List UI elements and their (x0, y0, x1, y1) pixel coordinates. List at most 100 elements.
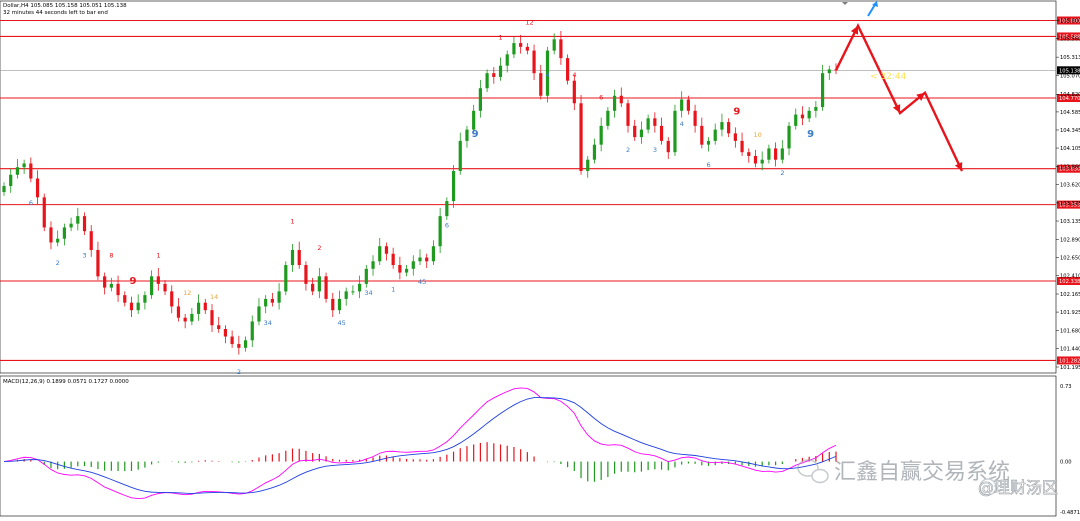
candle-body (431, 246, 436, 262)
candle-body (391, 253, 395, 266)
candle-body (29, 163, 33, 179)
candle-body (183, 317, 187, 322)
candle-body (438, 216, 442, 247)
macd-axis-label: 0.00 (1060, 460, 1072, 466)
price-tick-label: 105.070 (1060, 73, 1080, 79)
candle-body (411, 261, 415, 269)
td-count-label: 2 (317, 244, 321, 252)
candle-body (230, 336, 234, 345)
candle-body (331, 298, 335, 311)
td-count-label: 2 (56, 259, 60, 267)
candle-body (827, 69, 831, 74)
macd-axis-label: 0.73 (1060, 384, 1072, 390)
td-count-label: 2 (626, 146, 630, 154)
candle-body (680, 99, 684, 111)
td-count-label: 6 (29, 199, 33, 207)
candle-body (599, 125, 603, 145)
candle-body (116, 283, 120, 296)
candle-body (324, 276, 328, 299)
candle-body (794, 114, 798, 126)
candle-body (237, 344, 241, 348)
weibo-icon (979, 478, 997, 496)
candle-body (297, 249, 301, 266)
candle-body (56, 238, 60, 243)
candle-body (498, 65, 503, 77)
candle-body (109, 283, 113, 288)
candle-body (606, 110, 610, 126)
candle-body (639, 129, 644, 138)
candle-body (633, 125, 637, 138)
level-label-box (1057, 356, 1080, 365)
macd-axis-label: -0.4871 (1060, 510, 1080, 516)
candle-body (364, 268, 368, 284)
price-tick-label: 105.800 (1060, 19, 1080, 25)
candle-body (740, 140, 744, 153)
candle-body (317, 276, 321, 292)
candle-body (223, 329, 228, 337)
level-label-box (1057, 200, 1080, 209)
candle-body (713, 129, 717, 141)
td-count-label: 2 (237, 368, 241, 376)
td-count-label: 1 (291, 218, 295, 226)
candle-body (673, 110, 677, 153)
td-count-label: 10 (753, 131, 761, 139)
candles-group (2, 31, 838, 355)
candle-body (727, 122, 731, 134)
candle-body (15, 167, 20, 175)
macd-pane[interactable] (0, 375, 1057, 517)
candle-body (566, 58, 570, 81)
projection-arrowhead (954, 162, 963, 171)
candle-body (472, 110, 476, 130)
candle-body (512, 43, 516, 55)
td-count-label: 9 (472, 129, 479, 140)
candle-body (82, 216, 87, 232)
price-tick-label: 104.820 (1060, 92, 1080, 98)
main-pane[interactable] (0, 0, 1057, 374)
candle-body (592, 144, 597, 160)
price-tick-label: 105.560 (1060, 37, 1080, 43)
candle-body (290, 249, 295, 266)
candle-body (586, 159, 590, 171)
price-tick-label: 104.105 (1060, 146, 1080, 152)
candle-body (129, 302, 134, 311)
level-label: 105.588 (1059, 34, 1080, 40)
price-tick-label: 104.345 (1060, 128, 1080, 134)
current-price-label: 105.138 (1059, 68, 1080, 74)
td-count-label: 4 (680, 120, 684, 128)
candle-body (243, 340, 248, 348)
candle-body (123, 295, 127, 303)
candle-body (820, 73, 825, 108)
candle-body (693, 110, 697, 126)
candle-body (284, 265, 288, 292)
candle-body (404, 268, 409, 273)
candle-body (458, 140, 462, 171)
candle-body (150, 276, 154, 296)
level-label-box (1057, 94, 1080, 103)
candle-body (666, 140, 670, 153)
watermark: 汇鑫自赢交易系统 @理财汤区 (797, 459, 1058, 497)
price-tick-label: 102.410 (1060, 274, 1080, 280)
price-tick-label: 101.195 (1060, 365, 1080, 371)
td-count-label: 6 (707, 161, 711, 169)
candle-body (277, 291, 281, 303)
td-count-label: 1 (499, 33, 503, 41)
candle-body (210, 310, 214, 326)
candle-body (264, 298, 268, 307)
level-label-box (1057, 16, 1080, 25)
level-label-box (1057, 32, 1080, 41)
price-tick-label: 102.650 (1060, 256, 1080, 262)
candle-body (250, 321, 254, 341)
price-axis: 105.800 105.560 105.313 105.070 104.820 104.5… (1056, 19, 1080, 371)
td-count-label: 6 (599, 94, 603, 102)
candle-body (35, 178, 40, 198)
candle-body (196, 302, 201, 314)
candle-body (626, 103, 630, 126)
candle-body (545, 50, 550, 96)
price-tick-label: 103.620 (1060, 183, 1080, 189)
candle-body (747, 152, 751, 156)
level-label: 103.353 (1059, 203, 1080, 209)
candle-body (774, 148, 778, 160)
td-count-label: 34 (264, 319, 272, 327)
